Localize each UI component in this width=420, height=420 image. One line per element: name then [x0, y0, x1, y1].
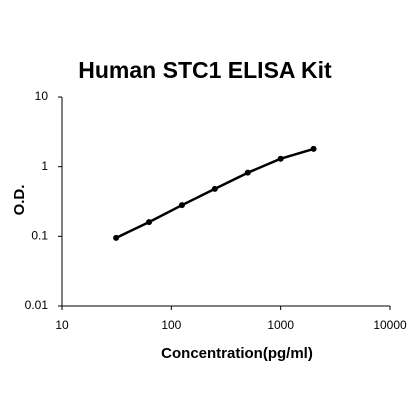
y-axis-label: O.D. [11, 185, 28, 216]
chart-title: Human STC1 ELISA Kit [78, 57, 332, 83]
x-tick-label: 10 [55, 318, 69, 332]
x-tick-label: 10000 [373, 318, 407, 332]
x-axis-label: Concentration(pg/ml) [161, 345, 313, 362]
data-line [115, 147, 314, 240]
y-tick-label: 10 [35, 89, 49, 103]
data-point [146, 219, 153, 226]
x-tick-label: 100 [161, 318, 181, 332]
y-tick-label: 0.01 [25, 298, 49, 312]
data-point [310, 145, 317, 152]
data-point [277, 155, 284, 162]
data-point [113, 234, 120, 241]
y-tick-label: 0.1 [31, 229, 48, 243]
data-point [244, 169, 251, 176]
data-point [178, 202, 185, 209]
data-point [211, 185, 218, 192]
x-tick-label: 1000 [267, 318, 294, 332]
y-tick-label: 1 [41, 159, 48, 173]
